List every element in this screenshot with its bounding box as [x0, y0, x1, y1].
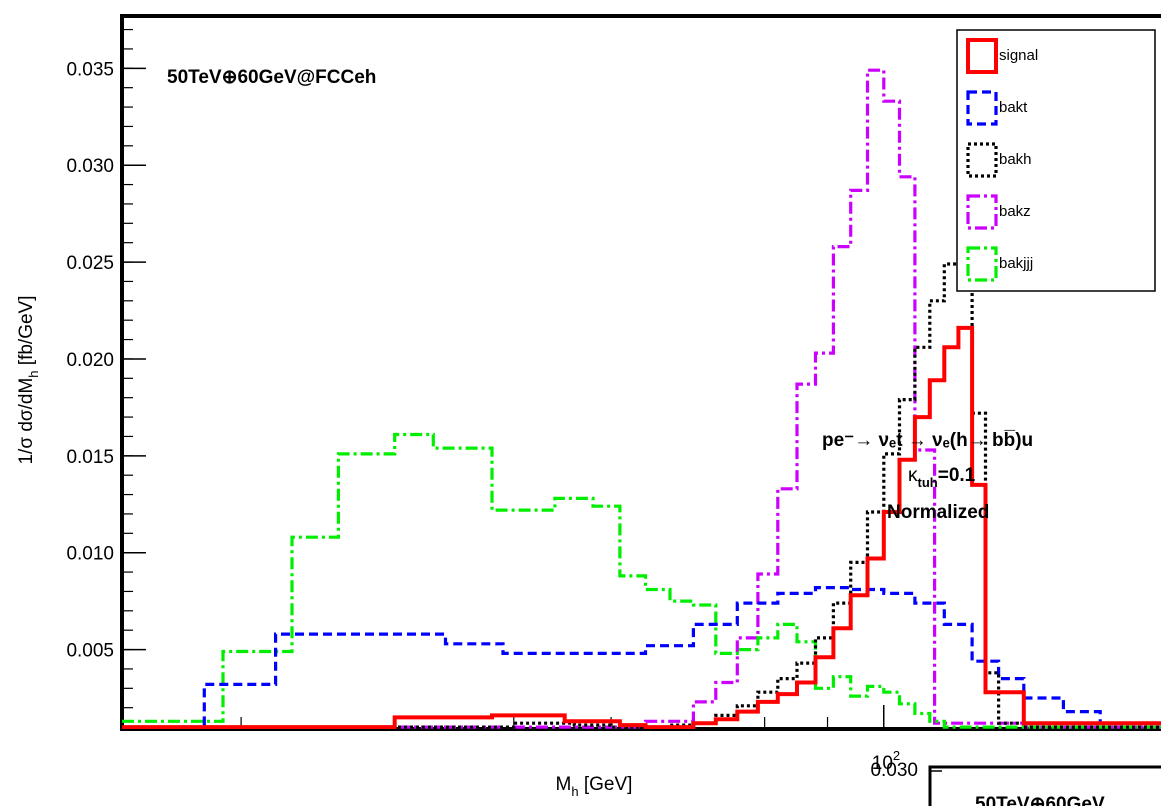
legend-swatch-bakz — [966, 194, 998, 230]
inset-chart: 0.030 50TeV⊕60GeV — [870, 760, 1161, 806]
legend-label-bakt: bakt — [999, 99, 1028, 116]
series-bakz — [122, 68, 1161, 729]
legend-label-bakz: bakz — [999, 203, 1031, 220]
legend-label-signal: signal — [999, 47, 1038, 64]
legend-swatch-bakt — [966, 90, 998, 126]
kappa-annotation: κtuh=0.1 — [908, 465, 976, 490]
x-axis: 102 — [240, 705, 900, 774]
y-axis: 0.005 0.010 0.015 0.020 0.025 0.030 0.035 — [66, 28, 146, 728]
y-axis-label: 1/σ dσ/dMh [fb/GeV] — [16, 295, 41, 464]
legend: signal bakt bakh bakz bakjjj — [956, 29, 1156, 292]
series-bakh — [122, 262, 1161, 729]
legend-box — [956, 29, 1156, 292]
y-tick-label: 0.030 — [66, 156, 114, 177]
legend-swatch-bakh — [966, 142, 998, 178]
x-tick-label: 102 — [872, 748, 900, 774]
chart-title: 50TeV⊕60GeV@FCCeh — [167, 67, 376, 88]
inset-frame — [928, 765, 1161, 806]
y-tick-label: 0.020 — [66, 350, 114, 371]
series-bakjjj — [122, 432, 1161, 729]
y-tick-label: 0.025 — [66, 253, 114, 274]
legend-label-bakh: bakh — [999, 151, 1032, 168]
x-axis-label: Mh [GeV] — [556, 774, 633, 799]
legend-swatch-bakjjj — [966, 246, 998, 282]
inset-title: 50TeV⊕60GeV — [975, 794, 1105, 806]
y-tick-label: 0.005 — [66, 641, 114, 662]
y-tick-label: 0.015 — [66, 447, 114, 468]
inset-tick-label: 0.030 — [870, 760, 918, 781]
series-bakt — [122, 586, 1161, 729]
legend-swatch-signal — [966, 38, 998, 74]
y-tick-label: 0.035 — [66, 59, 114, 80]
y-tick-label: 0.010 — [66, 544, 114, 565]
normalized-annotation: Normalized — [887, 502, 989, 523]
legend-label-bakjjj: bakjjj — [999, 255, 1033, 272]
process-annotation: pe⁻→ νₑt → νₑ(h→ bb̅)u — [822, 430, 1033, 451]
series-signal — [122, 325, 1161, 729]
